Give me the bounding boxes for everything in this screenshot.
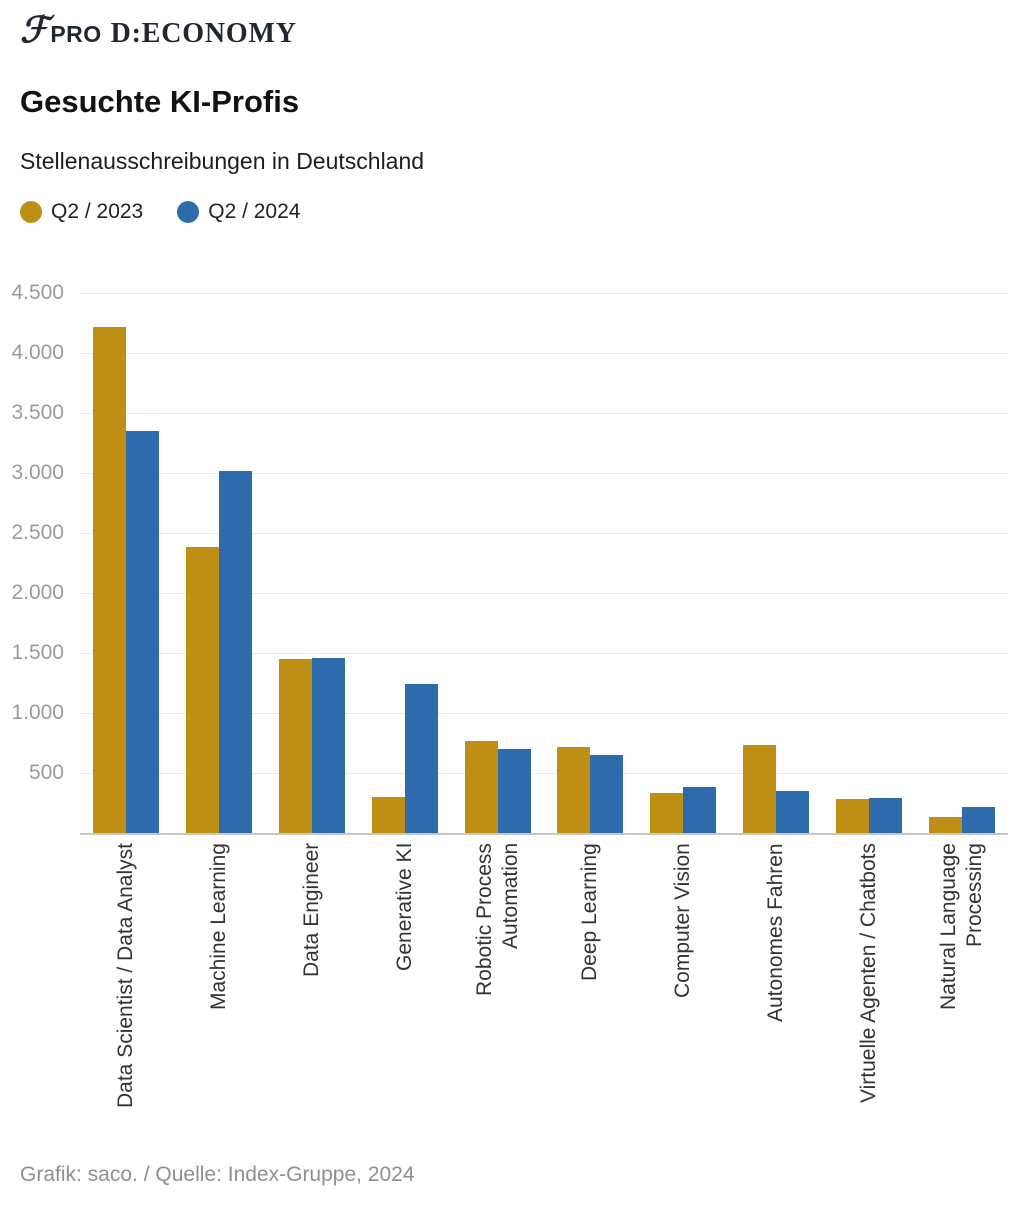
bar-q2-2024 xyxy=(219,470,253,833)
bar-group xyxy=(822,293,915,833)
source-credit: Grafik: saco. / Quelle: Index-Gruppe, 20… xyxy=(20,1163,415,1186)
bar-q2-2023 xyxy=(371,797,405,833)
legend-item-q2-2023: Q2 / 2023 xyxy=(20,200,143,224)
bar-q2-2023 xyxy=(742,745,776,833)
x-axis-labels: Data Scientist / Data Analyst Machine Lea… xyxy=(80,843,1008,1143)
bar-group xyxy=(544,293,637,833)
bar-q2-2024 xyxy=(961,806,995,833)
page-title: Gesuchte KI-Profis xyxy=(20,84,300,119)
bar-q2-2024 xyxy=(311,657,345,833)
bar-group xyxy=(451,293,544,833)
y-tick-label: 1.000 xyxy=(11,701,64,724)
x-label-cell: Deep Learning xyxy=(544,843,637,1143)
bar-group xyxy=(637,293,730,833)
bar-group xyxy=(915,293,1008,833)
gridline xyxy=(80,593,1008,594)
x-tick-label: Data Scientist / Data Analyst xyxy=(114,843,138,1108)
x-label-cell: Computer Vision xyxy=(637,843,730,1143)
plot-area xyxy=(80,293,1008,835)
x-label-cell: Data Scientist / Data Analyst xyxy=(80,843,173,1143)
legend-label: Q2 / 2023 xyxy=(51,200,144,223)
y-axis-labels: 500 1.000 1.500 2.000 2.500 3.000 3.500 4.000 4.… xyxy=(0,282,70,833)
y-tick-label: 3.000 xyxy=(11,461,64,484)
x-tick-label: Natural Language Processing xyxy=(936,843,986,1010)
brand-logo: ℱ PRO D:ECONOMY xyxy=(20,12,297,50)
bar-q2-2023 xyxy=(464,740,498,833)
x-label-cell: Data Engineer xyxy=(266,843,359,1143)
x-tick-label: Robotic Process Automation xyxy=(472,843,522,996)
y-tick-label: 4.000 xyxy=(11,341,64,364)
bar-q2-2023 xyxy=(278,659,312,833)
x-label-cell: Robotic Process Automation xyxy=(451,843,544,1143)
x-tick-label: Machine Learning xyxy=(207,843,231,1010)
x-label-cell: Natural Language Processing xyxy=(915,843,1008,1143)
bar-q2-2023 xyxy=(93,326,127,833)
logo-pro-text: PRO xyxy=(50,21,102,47)
gridline xyxy=(80,413,1008,414)
page-subtitle: Stellenausschreibungen in Deutschland xyxy=(20,148,425,174)
bar-q2-2023 xyxy=(650,793,684,833)
bar-group xyxy=(173,293,266,833)
y-tick-label: 2.000 xyxy=(11,581,64,604)
gridline xyxy=(80,353,1008,354)
y-tick-label: 3.500 xyxy=(11,401,64,424)
bar-q2-2023 xyxy=(928,817,962,833)
faz-f-icon: ℱ xyxy=(20,9,49,51)
bar-q2-2024 xyxy=(683,787,717,833)
bar-q2-2023 xyxy=(835,799,869,833)
x-tick-label: Deep Learning xyxy=(578,843,602,981)
bar-q2-2024 xyxy=(497,749,531,833)
x-label-cell: Generative KI xyxy=(358,843,451,1143)
bar-q2-2024 xyxy=(590,755,624,833)
legend-label: Q2 / 2024 xyxy=(208,200,301,223)
bar-group xyxy=(358,293,451,833)
bar-q2-2024 xyxy=(126,431,160,833)
gridline xyxy=(80,713,1008,714)
gridline xyxy=(80,773,1008,774)
bar-q2-2023 xyxy=(186,547,220,833)
y-tick-label: 4.500 xyxy=(11,281,64,304)
gridline xyxy=(80,293,1008,294)
legend-dot-q2-2023 xyxy=(20,201,42,223)
bar-group xyxy=(266,293,359,833)
bar-q2-2024 xyxy=(868,797,902,833)
x-tick-label: Autonomes Fahren xyxy=(763,843,787,1022)
y-tick-label: 500 xyxy=(28,761,64,784)
x-tick-label: Virtuelle Agenten / Chatbots xyxy=(856,843,880,1103)
y-tick-label: 2.500 xyxy=(11,521,64,544)
bar-q2-2024 xyxy=(404,684,438,833)
bar-q2-2023 xyxy=(557,746,591,833)
gridline xyxy=(80,653,1008,654)
legend-item-q2-2024: Q2 / 2024 xyxy=(177,200,300,224)
bar-groups xyxy=(80,293,1008,833)
x-label-cell: Machine Learning xyxy=(173,843,266,1143)
y-tick-label: 1.500 xyxy=(11,641,64,664)
x-tick-label: Data Engineer xyxy=(299,843,323,978)
legend-dot-q2-2024 xyxy=(177,201,200,223)
x-label-cell: Virtuelle Agenten / Chatbots xyxy=(822,843,915,1143)
legend: Q2 / 2023 Q2 / 2024 xyxy=(20,200,300,224)
x-tick-label: Generative KI xyxy=(392,843,416,972)
gridline xyxy=(80,533,1008,534)
x-label-cell: Autonomes Fahren xyxy=(730,843,823,1143)
bar-group xyxy=(80,293,173,833)
bar-q2-2024 xyxy=(775,791,809,833)
x-tick-label: Computer Vision xyxy=(671,843,695,998)
logo-brand-text: D:ECONOMY xyxy=(110,18,297,49)
bar-group xyxy=(730,293,823,833)
gridline xyxy=(80,473,1008,474)
